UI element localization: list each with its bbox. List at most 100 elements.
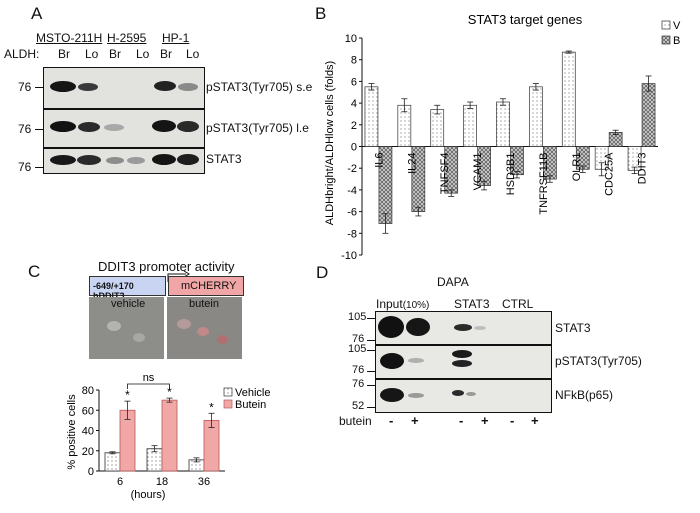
- y-tick-label: 0: [351, 142, 357, 154]
- y-tick-label: 60: [82, 405, 94, 417]
- western-blot-dapa-stat3: [375, 311, 552, 345]
- western-blot-pstat3-se: [43, 67, 205, 109]
- image-label-butein: butein: [189, 298, 219, 310]
- legend-swatch-butein: [223, 399, 233, 409]
- legend-swatch-v: [661, 20, 671, 30]
- y-axis-label: ALDHbright/ALDHlow cells (folds): [324, 61, 336, 225]
- x-tick-label: IL6: [373, 153, 385, 168]
- lane-label: Br: [109, 47, 121, 61]
- bar-v: [529, 86, 543, 147]
- chart-title: STAT3 target genes: [468, 12, 583, 27]
- lane-label: Lo: [85, 47, 99, 61]
- blot-label-stat3: STAT3: [206, 152, 242, 166]
- panel-letter-d: D: [316, 263, 329, 282]
- promoter-box-fill: [90, 277, 165, 295]
- y-tick-label: 0: [88, 466, 94, 478]
- column-header-ctrl: CTRL: [502, 297, 534, 311]
- cell-line-hp1: HP-1: [162, 31, 190, 45]
- x-tick-label: OLR1: [571, 153, 583, 182]
- promoter-box-label: -649/+170 hDDIT3: [93, 281, 134, 301]
- x-tick-label: DDIT3: [637, 153, 649, 185]
- y-tick-label: 10: [345, 33, 357, 45]
- y-tick-label: -10: [341, 250, 357, 262]
- legend-label-vehicle: Vehicle: [235, 387, 270, 399]
- blot-label-dapa-nfkb: NFkB(p65): [555, 388, 614, 402]
- western-blot-pstat3-le: [43, 109, 205, 148]
- aldh-label: ALDH:: [4, 47, 40, 61]
- mw-marker: 76: [18, 160, 32, 174]
- cell-line-msto: MSTO-211H: [36, 31, 103, 45]
- bar-v: [496, 101, 510, 147]
- butein-label: butein: [339, 414, 372, 428]
- y-tick-label: 2: [351, 120, 357, 132]
- promoter-construct-box: -649/+170 hDDIT3: [89, 276, 166, 301]
- blot-label-pstat3-se: pSTAT3(Tyr705) s.e: [206, 80, 313, 94]
- lane-label: Br: [160, 47, 172, 61]
- promoter-title: DDIT3 promoter activity: [98, 259, 235, 274]
- bar-v: [463, 104, 477, 147]
- image-label-vehicle: vehicle: [111, 298, 146, 310]
- lane-label: Br: [58, 47, 70, 61]
- x-tick-label: TNFRSF11B: [538, 153, 550, 215]
- y-tick-label: -6: [347, 207, 357, 219]
- western-blot-dapa-pstat3: [375, 345, 552, 379]
- legend-swatch-vehicle: [223, 387, 233, 397]
- legend-label-b: B: [673, 35, 680, 47]
- y-tick-label: 80: [82, 385, 94, 397]
- reporter-construct-box: mCHERRY: [168, 276, 244, 296]
- y-tick-label: 20: [82, 446, 94, 458]
- y-tick-label: -8: [347, 228, 357, 240]
- x-tick-label: 18: [156, 476, 168, 488]
- microscopy-image-vehicle: vehicle: [89, 297, 164, 359]
- x-axis-label: (hours): [131, 489, 166, 501]
- y-tick-label: 40: [82, 426, 94, 438]
- bar-butein: [203, 419, 220, 472]
- significance-marker: *: [209, 400, 214, 414]
- positive-cells-chart: % positive cells 0 20 40 60 80 * 6 * 18 * 36 ns (h…: [66, 372, 270, 501]
- bar-v: [364, 86, 379, 147]
- blot-label-dapa-pstat3: pSTAT3(Tyr705): [555, 354, 642, 368]
- bar-butein: [161, 399, 178, 472]
- treatment-sign: +: [411, 413, 419, 428]
- cell-line-h2595: H-2595: [107, 31, 147, 45]
- y-tick-label: -2: [347, 163, 357, 175]
- significance-marker: *: [167, 385, 172, 399]
- column-header-input: Input(10%): [376, 297, 430, 311]
- legend-label-butein: Butein: [235, 399, 266, 411]
- y-axis-label: % positive cells: [66, 394, 78, 470]
- western-blot-dapa-nfkb: [375, 379, 552, 413]
- mw-marker: 76: [352, 364, 365, 376]
- panel-letter-a: A: [31, 4, 43, 23]
- panel-letter-b: B: [315, 4, 327, 23]
- panel-letter-c: C: [28, 262, 41, 281]
- bar-vehicle: [104, 452, 121, 472]
- blot-label-dapa-stat3: STAT3: [555, 321, 591, 335]
- treatment-sign: -: [459, 413, 464, 428]
- x-tick-label: TNFSF4: [439, 153, 451, 195]
- mw-marker: 76: [352, 333, 365, 345]
- ns-label: ns: [143, 372, 155, 384]
- ns-bracket: [127, 383, 170, 389]
- treatment-sign: -: [510, 413, 515, 428]
- treatment-sign: +: [481, 413, 489, 428]
- x-tick-label: CDC25A: [604, 152, 616, 196]
- reporter-box-label: mCHERRY: [181, 280, 237, 292]
- mw-marker: 76: [18, 80, 32, 94]
- stat3-target-genes-chart: STAT3 target genes ALDHbright/ALDHlow ce…: [324, 12, 681, 262]
- y-tick-label: -4: [347, 185, 357, 197]
- column-header-stat3: STAT3: [454, 297, 490, 311]
- x-tick-label: HSD3B1: [505, 153, 517, 196]
- significance-marker: *: [125, 388, 130, 402]
- mw-marker: 105: [348, 343, 367, 355]
- legend-swatch-b: [661, 35, 671, 45]
- blot-label-pstat3-le: pSTAT3(Tyr705) l.e: [206, 121, 309, 135]
- mw-marker: 52: [352, 400, 365, 412]
- x-tick-label: 36: [198, 476, 210, 488]
- treatment-sign: +: [531, 413, 539, 428]
- bar-v: [561, 51, 576, 147]
- mw-marker: 76: [18, 122, 32, 136]
- x-tick-label: IL24: [406, 153, 418, 174]
- lane-label: Lo: [186, 47, 200, 61]
- x-tick-label: VCAM1: [472, 153, 484, 191]
- mw-marker: 105: [348, 311, 367, 323]
